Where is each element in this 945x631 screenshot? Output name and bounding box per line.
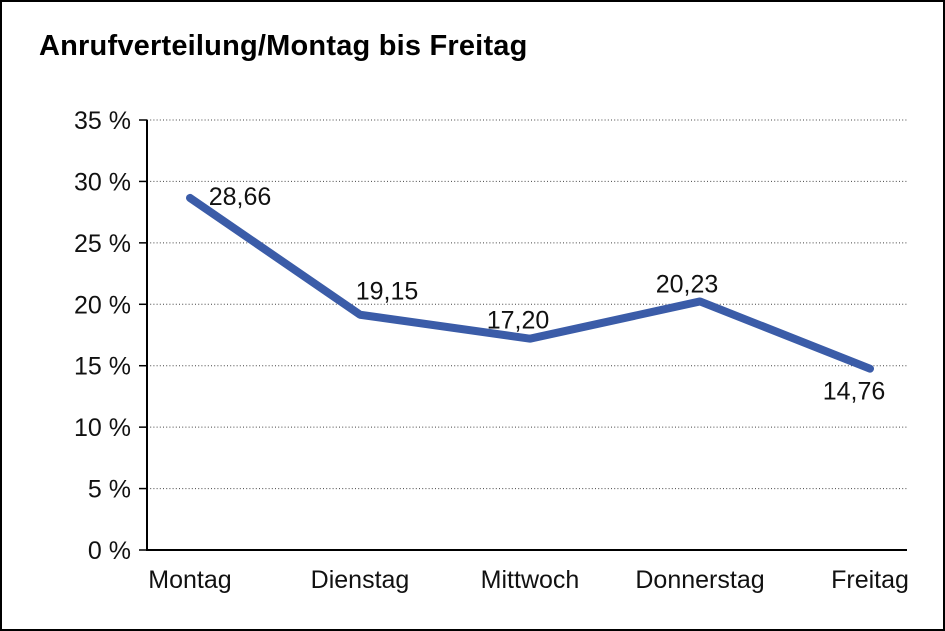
x-axis-category-label: Freitag <box>831 566 909 594</box>
y-axis-tick-label: 30 % <box>74 168 131 196</box>
series-line <box>186 193 874 373</box>
x-axis-category-label: Donnerstag <box>635 566 764 594</box>
x-axis-category-label: Dienstag <box>311 566 410 594</box>
x-axis-category-label: Montag <box>148 566 231 594</box>
data-point-label: 19,15 <box>356 278 419 306</box>
y-axis-tick-label: 15 % <box>74 353 131 381</box>
data-point-label: 14,76 <box>823 378 886 406</box>
data-point-label: 17,20 <box>487 307 550 335</box>
x-axis-category-label: Mittwoch <box>481 566 580 594</box>
y-axis-tick-label: 0 % <box>88 537 131 565</box>
data-point-label: 20,23 <box>656 270 719 298</box>
y-axis-tick-label: 10 % <box>74 414 131 442</box>
y-axis-tick-label: 5 % <box>88 476 131 504</box>
y-axis-tick-label: 20 % <box>74 291 131 319</box>
y-axis-tick-label: 35 % <box>74 107 131 135</box>
data-point-label: 28,66 <box>209 183 272 211</box>
y-axis-tick-label: 25 % <box>74 230 131 258</box>
chart-title: Anrufverteilung/Montag bis Freitag <box>39 30 528 62</box>
